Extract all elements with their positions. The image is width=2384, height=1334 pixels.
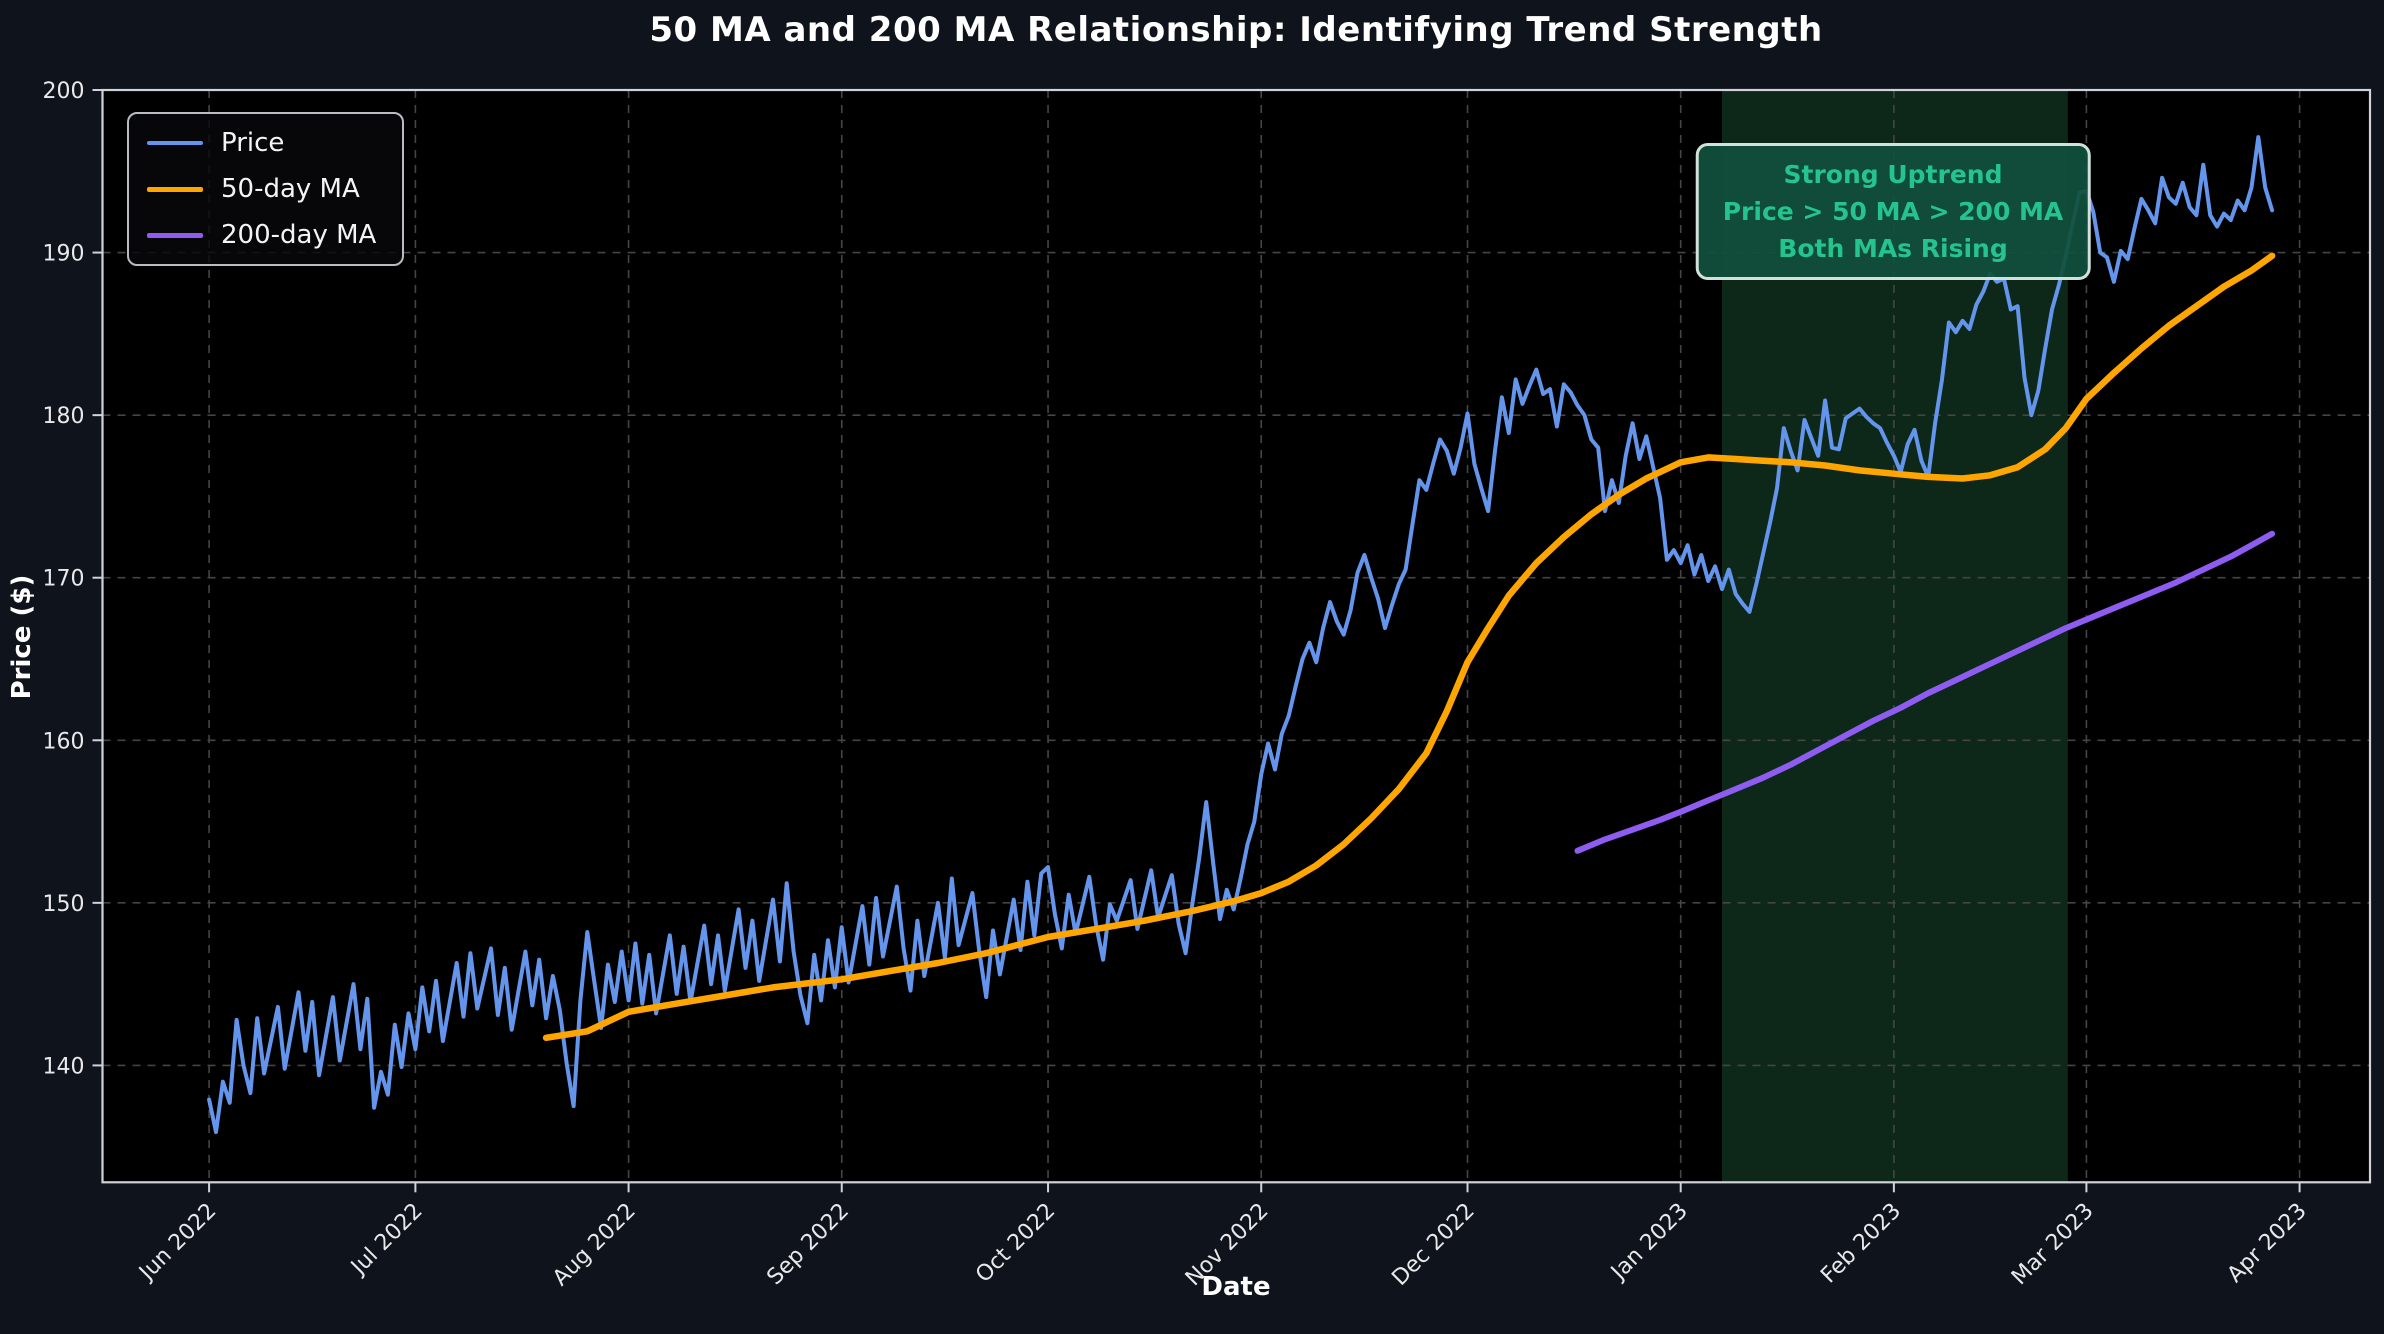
y-tick-label: 160	[43, 729, 85, 754]
y-tick-label: 200	[43, 79, 85, 104]
legend-swatch	[147, 232, 203, 238]
legend-swatch	[147, 141, 203, 145]
legend-swatch	[147, 186, 203, 192]
y-tick-label: 180	[43, 404, 85, 429]
y-tick-label: 170	[43, 567, 85, 592]
legend-item-price: Price	[147, 128, 376, 158]
y-tick-label: 150	[43, 892, 85, 917]
series-line-50-day-ma	[542, 252, 2276, 1042]
y-tick-label: 140	[43, 1054, 85, 1079]
legend: Price 50-day MA 200-day MA	[127, 112, 405, 266]
legend-label: 200-day MA	[221, 220, 377, 250]
chart-title: 50 MA and 200 MA Relationship: Identifyi…	[649, 10, 1823, 50]
legend-item-50-day-ma: 50-day MA	[147, 174, 376, 204]
x-axis-label: Date	[1201, 1272, 1271, 1302]
axes-frame	[101, 88, 2372, 1184]
annotation-line-2: Price > 50 MA > 200 MA	[1722, 197, 2064, 226]
legend-label: Price	[221, 128, 285, 158]
legend-item-200-day-ma: 200-day MA	[147, 220, 376, 250]
y-axis-label: Price ($)	[7, 574, 37, 700]
y-tick-label: 190	[43, 242, 85, 267]
annotation-line-3: Both MAs Rising	[1778, 234, 2008, 263]
x-tick-label: Jul 2022	[345, 1199, 427, 1281]
uptrend-annotation: Strong Uptrend Price > 50 MA > 200 MA Bo…	[1695, 143, 2091, 280]
series-line-200-day-ma	[1574, 530, 2276, 854]
legend-label: 50-day MA	[221, 174, 360, 204]
annotation-line-1: Strong Uptrend	[1783, 160, 2003, 189]
